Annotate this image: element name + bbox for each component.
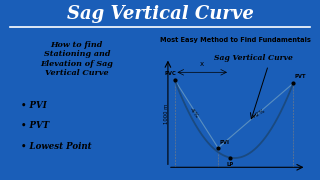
Text: PVC: PVC	[165, 71, 176, 76]
Text: How to find
Stationing and
Elevation of Sag
Vertical Curve: How to find Stationing and Elevation of …	[40, 41, 113, 77]
Text: Sag Vertical Curve: Sag Vertical Curve	[67, 5, 253, 23]
Text: • PVT: • PVT	[21, 121, 49, 130]
Text: Most Easy Method to Find Fundamentals: Most Easy Method to Find Fundamentals	[160, 37, 311, 43]
Text: PVI: PVI	[220, 140, 229, 145]
Text: Sag Vertical Curve: Sag Vertical Curve	[214, 54, 293, 62]
Text: • PVI: • PVI	[21, 101, 47, 110]
Text: +2%: +2%	[251, 108, 266, 120]
Text: PVT: PVT	[295, 74, 306, 79]
Text: LP: LP	[226, 162, 234, 167]
Text: • Lowest Point: • Lowest Point	[21, 142, 92, 151]
Text: -4%: -4%	[188, 106, 199, 119]
Text: 1000 m: 1000 m	[164, 103, 169, 124]
Text: x: x	[200, 61, 204, 68]
